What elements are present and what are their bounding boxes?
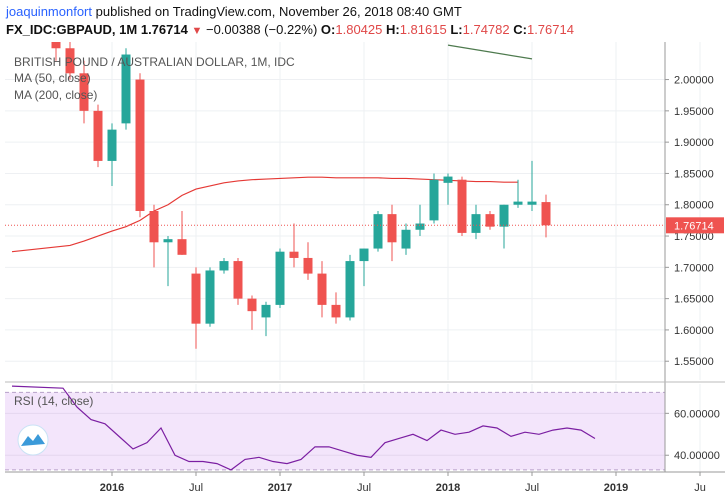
price-tick-label: 1.70000 <box>674 262 714 274</box>
price-tick-label: 1.95000 <box>674 106 714 118</box>
open-value: 1.80425 <box>335 22 383 37</box>
time-tick-label: Jul <box>525 482 539 494</box>
candle-body <box>121 54 131 124</box>
last-price: 1.76714 <box>140 22 188 37</box>
time-tick-label: Ju <box>694 482 706 494</box>
candle-body <box>247 298 257 312</box>
candle-body <box>191 273 201 324</box>
candle-body <box>387 214 397 243</box>
candle-body <box>499 204 509 227</box>
price-tick-label: 1.75000 <box>674 231 714 243</box>
rsi-legend[interactable]: RSI (14, close) <box>14 394 93 408</box>
rsi-tick-label: 40.00000 <box>674 450 720 462</box>
candle-body <box>177 239 187 255</box>
time-tick-label: 2017 <box>268 482 292 494</box>
price-tick-label: 1.65000 <box>674 294 714 306</box>
candle-body <box>415 223 425 230</box>
ma50-legend[interactable]: MA (50, close) <box>14 71 91 85</box>
close-value: 1.76714 <box>526 22 574 37</box>
low-label: L: <box>450 22 463 37</box>
candle-body <box>233 261 243 299</box>
price-tick-label: 1.90000 <box>674 137 714 149</box>
ma50-line <box>11 176 518 253</box>
candle-body <box>317 273 327 305</box>
candle-body <box>527 201 537 205</box>
candle-body <box>51 42 61 49</box>
price-tick-label: 1.55000 <box>674 356 714 368</box>
ma200-legend[interactable]: MA (200, close) <box>14 88 97 102</box>
candle-body <box>401 229 411 249</box>
candle-body <box>471 214 481 233</box>
candle-body <box>331 304 341 318</box>
price-tick-label: 1.60000 <box>674 325 714 337</box>
candle-body <box>303 257 313 274</box>
close-label: C: <box>513 22 527 37</box>
candle-body <box>79 73 89 111</box>
candle-body <box>541 202 551 226</box>
candle-body <box>149 211 159 243</box>
last-price-tag <box>666 217 724 234</box>
author-link[interactable]: joaquinmonfort <box>6 4 92 19</box>
chart-header: joaquinmonfort published on TradingView.… <box>0 0 725 40</box>
open-label: O: <box>320 22 336 37</box>
ohlc-line: FX_IDC:GBPAUD, 1M 1.76714 ▼ −0.00388 (−0… <box>6 22 574 37</box>
published-text: published on TradingView.com, November 2… <box>95 4 462 19</box>
time-tick-label: 2018 <box>436 482 460 494</box>
time-tick-label: 2016 <box>100 482 124 494</box>
rsi-band <box>5 392 665 470</box>
candle-body <box>457 179 467 233</box>
candle-body <box>261 304 271 318</box>
candles <box>51 42 551 349</box>
publish-line: joaquinmonfort published on TradingView.… <box>6 4 462 19</box>
symbol-label: FX_IDC:GBPAUD, 1M <box>6 22 138 37</box>
candle-body <box>485 214 495 227</box>
rsi-bounds <box>5 391 665 471</box>
tradingview-logo-icon <box>17 424 49 456</box>
candle-body <box>135 79 145 211</box>
down-arrow-icon: ▼ <box>191 25 203 37</box>
high-label: H: <box>386 22 400 37</box>
candle-body <box>345 261 355 318</box>
price-axis[interactable]: 2.00000 1.95000 1.90000 1.85000 1.80000 1.750… <box>665 75 724 369</box>
ma200-line <box>447 44 533 60</box>
low-value: 1.74782 <box>462 22 510 37</box>
time-axis[interactable]: 2016 Jul 2017 Jul 2018 Jul 2019 Ju <box>100 472 706 494</box>
candle-body <box>513 201 523 205</box>
candle-body <box>443 176 453 183</box>
candle-body <box>107 129 117 161</box>
candle-body <box>163 239 173 243</box>
time-tick-label: Jul <box>357 482 371 494</box>
candle-body <box>429 179 439 221</box>
high-value: 1.81615 <box>399 22 447 37</box>
last-price-tag-label: 1.76714 <box>674 220 714 232</box>
time-tick-label: Jul <box>189 482 203 494</box>
price-tick-label: 2.00000 <box>674 75 714 87</box>
candle-body <box>289 251 299 258</box>
change-value: −0.00388 (−0.22%) <box>205 22 318 37</box>
rsi-axis[interactable]: 60.00000 40.00000 <box>665 408 720 462</box>
price-tick-label: 1.85000 <box>674 168 714 180</box>
time-tick-label: 2019 <box>604 482 628 494</box>
chart-frame <box>5 42 725 473</box>
grid-lines <box>5 42 701 472</box>
chart-title: BRITISH POUND / AUSTRALIAN DOLLAR, 1M, I… <box>14 55 295 69</box>
candle-body <box>359 248 369 262</box>
candle-body <box>219 261 229 271</box>
candle-body <box>93 110 103 161</box>
candle-body <box>65 48 75 74</box>
candle-body <box>205 270 215 324</box>
price-tick-label: 1.80000 <box>674 200 714 212</box>
rsi-line <box>11 385 596 471</box>
candle-body <box>373 214 383 249</box>
rsi-tick-label: 60.00000 <box>674 408 720 420</box>
candle-body <box>275 251 285 305</box>
